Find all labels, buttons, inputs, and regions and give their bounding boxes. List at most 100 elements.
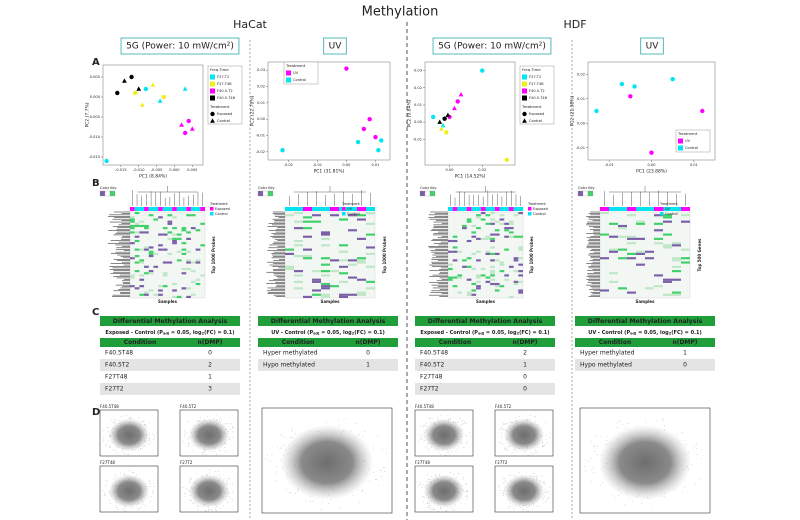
legend-title: Treatment [209, 202, 228, 206]
table-header: Condition [282, 339, 314, 346]
treatment-bar [452, 207, 458, 211]
heatmap-cell [448, 263, 453, 266]
heatmap-cell [139, 274, 145, 277]
heatmap-cell [490, 270, 495, 273]
density-speck [451, 451, 453, 452]
density-speck [469, 432, 471, 434]
heatmap-cell [663, 216, 672, 219]
x-axis-label: PC1 (31.81%) [314, 169, 345, 175]
density-speck [542, 499, 544, 501]
density-speck [466, 494, 467, 496]
density-speck [232, 427, 234, 428]
legend-swatch [210, 88, 215, 94]
heatmap-cell [636, 252, 645, 255]
density-speck [202, 452, 203, 453]
table-subtitle: Exposed - Control (Padj = 0.05, log2(FC)… [420, 330, 549, 336]
density-speck [459, 502, 461, 504]
density-speck [182, 487, 184, 488]
density-speck [139, 506, 141, 508]
heatmap-cell [321, 274, 330, 277]
heatmap-cell [144, 248, 149, 251]
heatmap-cell [618, 227, 627, 230]
density-speck [186, 488, 188, 490]
heatmap-cell [134, 235, 140, 238]
density-speck [511, 505, 513, 507]
point [437, 119, 443, 124]
density-speck [503, 482, 504, 484]
color-key [99, 190, 106, 197]
subtitle-part: (FC) = 0.1) [519, 330, 549, 336]
density-speck [149, 486, 151, 487]
heatmap-cell [452, 285, 458, 288]
density-speck [457, 420, 459, 422]
density-speck [129, 418, 131, 419]
density-label: F40.5T48 [100, 404, 119, 409]
density-speck [455, 504, 456, 506]
color-key-label: Color Key [258, 186, 275, 190]
density-speck [590, 481, 592, 483]
legend-label: F40.5.T2 [217, 89, 233, 93]
density-speck [593, 444, 594, 446]
table-row [415, 371, 555, 383]
density-speck [536, 505, 538, 507]
density-speck [153, 486, 155, 487]
heatmap-cell [663, 220, 672, 223]
heatmap-cell [158, 289, 163, 292]
density-speck [543, 484, 545, 486]
heatmap-cell [321, 293, 330, 296]
heatmap-cell [139, 293, 145, 296]
density-speck [503, 490, 504, 491]
density-speck [148, 496, 150, 498]
heatmap-cell [312, 214, 321, 217]
density-speck [423, 496, 425, 498]
heatmap-cell [672, 293, 681, 296]
density-speck [192, 502, 194, 504]
treatment-bar [172, 207, 177, 211]
density-speck [115, 473, 116, 475]
x-tick-label: 0.00 [647, 163, 656, 167]
density-speck [227, 481, 229, 483]
y-tick-label: 0.03 [257, 68, 265, 72]
density-speck [450, 471, 451, 473]
heatmap-cell [134, 255, 140, 258]
treatment-bar [330, 207, 339, 211]
legend-label: F27.T48 [217, 82, 232, 86]
density-speck [230, 497, 231, 499]
heatmap-cell [357, 218, 366, 221]
point [136, 86, 142, 91]
density-speck [443, 511, 445, 512]
treatment-bar [167, 207, 173, 211]
condition-label: 5G (Power: 10 mW/cm²) [126, 42, 234, 52]
heatmap-cell [627, 252, 636, 255]
density-speck [377, 436, 379, 438]
density-speck [532, 509, 533, 511]
density-speck [645, 422, 647, 423]
density-speck [148, 438, 150, 440]
density-speck [183, 433, 185, 435]
heatmap-cell [627, 242, 636, 245]
treatment-bar [627, 207, 636, 211]
density-speck [440, 508, 442, 510]
heatmap-cell [186, 214, 191, 217]
density-speck [507, 447, 509, 449]
color-key [424, 190, 431, 197]
density-speck [204, 509, 206, 511]
density-speck [188, 438, 189, 440]
density-speck [320, 509, 322, 511]
density-speck [222, 504, 224, 506]
density-speck [543, 482, 545, 484]
density-speck [184, 493, 186, 495]
heatmap-cell [186, 261, 191, 264]
heatmap-cell [366, 222, 375, 225]
density-speck [125, 508, 127, 510]
heatmap-cell [181, 272, 187, 275]
legend-label: UV [685, 139, 691, 143]
table-cell: 1 [366, 362, 370, 369]
legend-swatch [210, 212, 214, 216]
density-speck [514, 506, 516, 508]
heatmap-cell [366, 280, 375, 283]
legend-label: F40.5.T48 [529, 96, 548, 100]
heatmap-cell [294, 255, 303, 258]
density-speck [291, 429, 293, 430]
heatmap-cell [176, 250, 182, 253]
